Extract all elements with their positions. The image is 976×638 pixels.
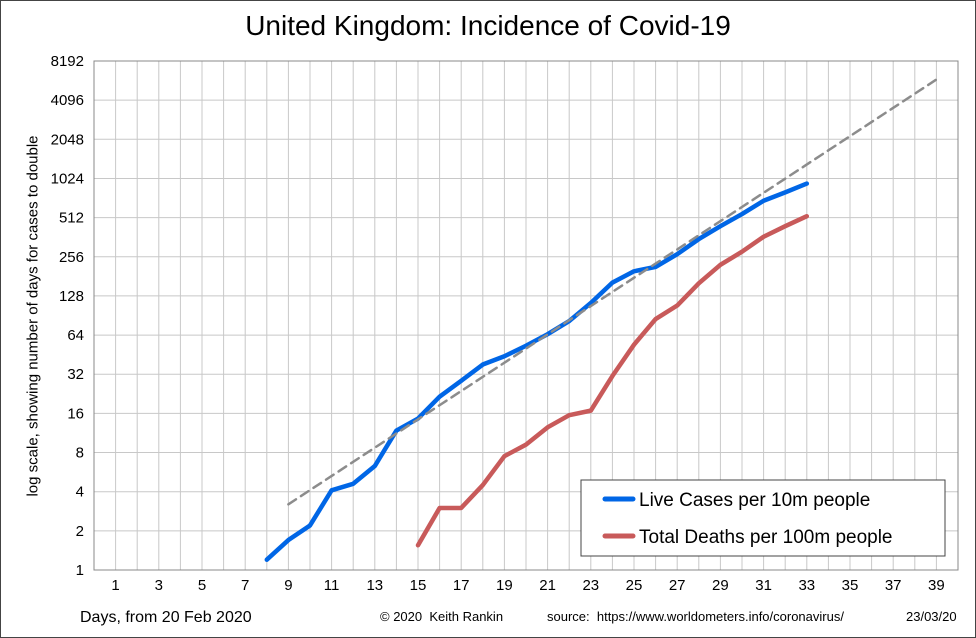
y-tick-label: 4	[76, 484, 84, 501]
x-tick-label: 27	[669, 577, 686, 594]
x-tick-label: 31	[755, 577, 772, 594]
legend-label: Live Cases per 10m people	[639, 490, 870, 511]
x-tick-label: 11	[324, 577, 340, 594]
y-tick-label: 2048	[51, 131, 84, 148]
chart-plot: 124816326412825651210242048409681921 3 5 7 9…	[0, 0, 976, 638]
y-tick-label: 16	[67, 405, 84, 422]
y-tick-label: 1	[76, 562, 84, 579]
y-tick-label: 1024	[51, 170, 84, 187]
x-tick-label: 7	[241, 577, 249, 594]
y-tick-label: 32	[67, 366, 84, 383]
y-tick-label: 64	[67, 327, 84, 344]
x-tick-label: 39	[928, 577, 945, 594]
x-tick-label: 35	[842, 577, 859, 594]
y-tick-label: 128	[59, 288, 84, 305]
x-tick-label: 9	[284, 577, 292, 594]
x-tick-label: 29	[712, 577, 729, 594]
x-tick-label: 3	[155, 577, 163, 594]
y-tick-label: 4096	[51, 92, 84, 109]
x-tick-label: 19	[496, 577, 513, 594]
x-tick-label: 15	[410, 577, 427, 594]
x-tick-label: 25	[626, 577, 643, 594]
x-tick-label: 37	[885, 577, 902, 594]
x-tick-label: 23	[582, 577, 599, 594]
x-tick-label: 5	[198, 577, 206, 594]
x-tick-label: 33	[798, 577, 815, 594]
x-tick-label: 13	[366, 577, 383, 594]
y-tick-label: 512	[59, 210, 84, 227]
x-tick-label: 21	[539, 577, 556, 594]
x-tick-label: 1	[111, 577, 119, 594]
y-tick-label: 8192	[51, 53, 84, 70]
legend-label: Total Deaths per 100m people	[639, 527, 893, 548]
y-tick-label: 256	[59, 249, 84, 266]
y-tick-label: 2	[76, 523, 84, 540]
y-tick-label: 8	[76, 445, 84, 462]
x-tick-label: 17	[453, 577, 470, 594]
